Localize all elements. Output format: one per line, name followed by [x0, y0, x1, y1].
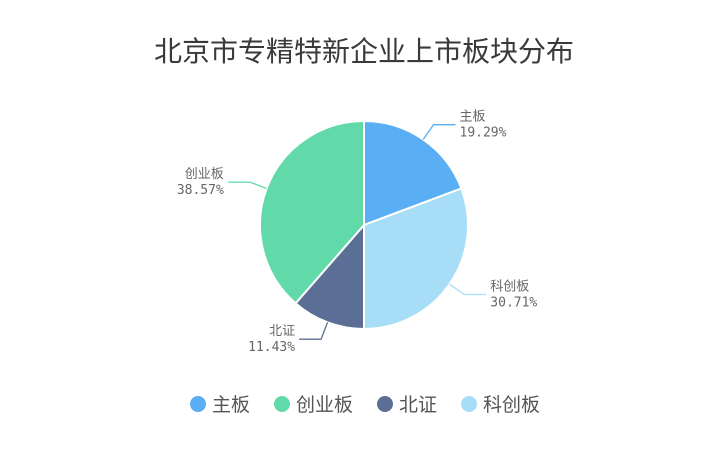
legend: 主板 创业板 北证 科创板	[190, 394, 540, 416]
legend-marker-0	[190, 396, 206, 412]
legend-item-2[interactable]: 北证	[377, 394, 437, 416]
legend-marker-1	[274, 396, 290, 412]
legend-item-1[interactable]: 创业板	[274, 394, 353, 416]
leader-line-0	[422, 124, 456, 140]
legend-marker-3	[461, 396, 477, 412]
legend-label-3: 科创板	[483, 394, 540, 416]
legend-label-2: 北证	[399, 394, 437, 416]
leader-line-1	[449, 283, 487, 296]
chart-title: 北京市专精特新企业上市板块分布	[154, 35, 574, 68]
slice-label-percent-3: 38.57%	[177, 183, 224, 198]
pie-slice-0	[363, 119, 463, 227]
slice-label-percent-1: 30.71%	[490, 296, 537, 311]
pie-slice-3	[259, 119, 365, 305]
pie-slice-2	[294, 222, 365, 331]
slice-label-name-0: 主板	[460, 110, 486, 125]
pie-slices	[259, 119, 469, 331]
legend-label-0: 主板	[212, 394, 250, 416]
slice-label-percent-2: 11.43%	[248, 340, 295, 355]
slice-label-name-1: 科创板	[490, 280, 529, 295]
slice-label-percent-0: 19.29%	[460, 126, 507, 141]
legend-label-1: 创业板	[296, 394, 353, 416]
legend-item-0[interactable]: 主板	[190, 394, 250, 416]
slice-label-name-2: 北证	[269, 324, 295, 339]
slice-label-name-3: 创业板	[185, 167, 224, 182]
legend-marker-2	[377, 396, 393, 412]
legend-item-3[interactable]: 科创板	[461, 394, 540, 416]
leader-line-3	[227, 181, 267, 190]
leader-line-2	[299, 322, 329, 340]
